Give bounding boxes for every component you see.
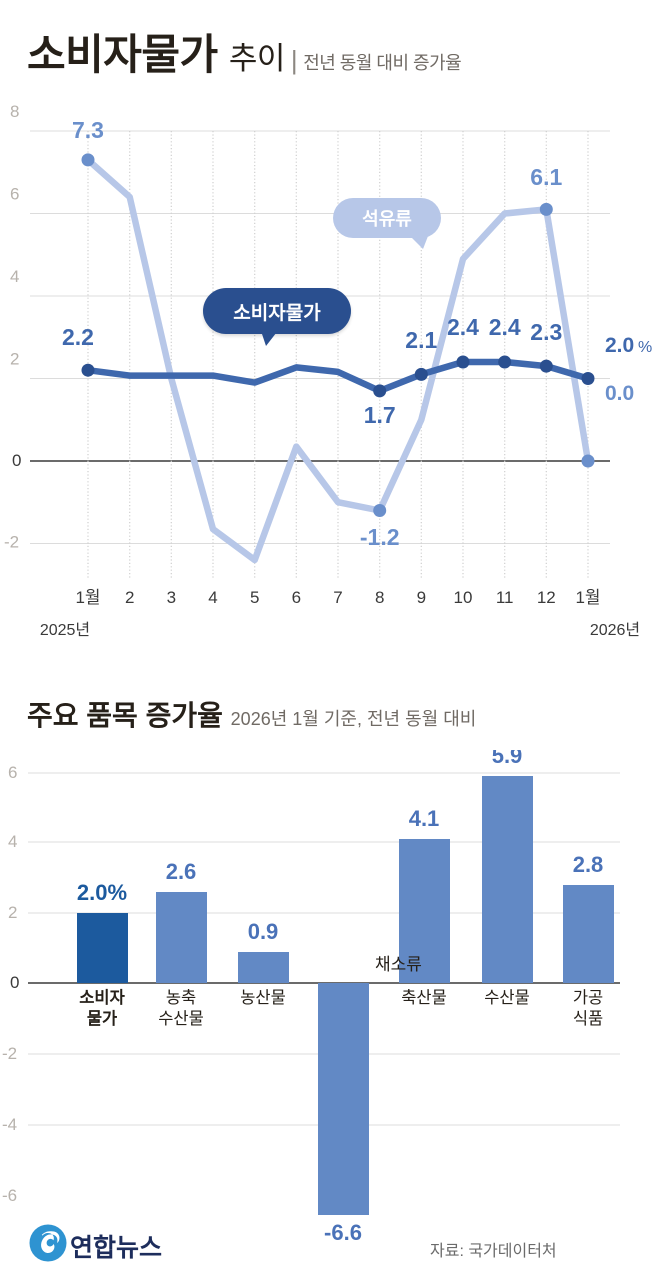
svg-text:0: 0 [10,973,19,992]
svg-text:12: 12 [537,588,556,607]
svg-text:6: 6 [10,185,19,204]
svg-text:2025년: 2025년 [40,621,90,639]
svg-text:5: 5 [250,588,259,607]
svg-text:농축: 농축 [166,988,196,1007]
svg-text:3: 3 [167,588,176,607]
svg-text:0.0: 0.0 [605,382,634,405]
svg-text:4.1: 4.1 [409,806,440,831]
svg-text:-2: -2 [4,533,19,552]
svg-text:2: 2 [125,588,134,607]
svg-text:4: 4 [208,588,217,607]
svg-text:0: 0 [12,451,21,470]
svg-text:2: 2 [10,350,19,369]
svg-text:물가: 물가 [87,1009,117,1028]
svg-text:2.6: 2.6 [166,859,197,884]
svg-text:4: 4 [10,267,19,286]
svg-text:-6.6: -6.6 [324,1220,362,1245]
svg-text:수산물: 수산물 [484,988,530,1007]
svg-text:6: 6 [8,763,17,782]
svg-text:가공: 가공 [573,988,603,1007]
svg-text:2.1: 2.1 [405,327,437,353]
svg-text:2.8: 2.8 [573,852,604,877]
svg-text:6: 6 [292,588,301,607]
svg-text:7: 7 [333,588,342,607]
svg-text:%: % [638,339,652,356]
svg-text:수산물: 수산물 [158,1009,204,1028]
svg-text:농산물: 농산물 [240,988,286,1007]
svg-text:6.1: 6.1 [530,164,562,190]
svg-text:2: 2 [8,903,17,922]
svg-text:1.7: 1.7 [364,402,396,428]
svg-text:0.9: 0.9 [248,919,279,944]
svg-text:2.4: 2.4 [447,314,479,340]
svg-text:1월: 1월 [575,588,600,607]
svg-text:-6: -6 [2,1186,17,1205]
svg-text:소비자: 소비자 [79,988,125,1007]
svg-text:2.2: 2.2 [62,324,94,350]
svg-text:4: 4 [8,832,17,851]
svg-text:2.0%: 2.0% [77,880,127,905]
svg-text:1월: 1월 [75,588,100,607]
svg-text:7.3: 7.3 [72,117,104,143]
svg-text:2.4: 2.4 [489,314,521,340]
svg-text:2.0: 2.0 [605,334,634,357]
svg-text:-2: -2 [2,1044,17,1063]
svg-text:2026년: 2026년 [590,621,640,639]
svg-text:8: 8 [10,102,19,121]
svg-text:10: 10 [454,588,473,607]
svg-text:8: 8 [375,588,384,607]
svg-text:채소류: 채소류 [375,955,422,974]
svg-text:2.3: 2.3 [530,319,562,345]
svg-text:축산물: 축산물 [401,988,447,1007]
svg-text:-1.2: -1.2 [360,524,400,550]
svg-text:5.9: 5.9 [492,750,523,768]
svg-text:9: 9 [417,588,426,607]
svg-text:식품: 식품 [573,1009,603,1028]
svg-text:-4: -4 [2,1115,17,1134]
svg-text:11: 11 [496,588,514,607]
